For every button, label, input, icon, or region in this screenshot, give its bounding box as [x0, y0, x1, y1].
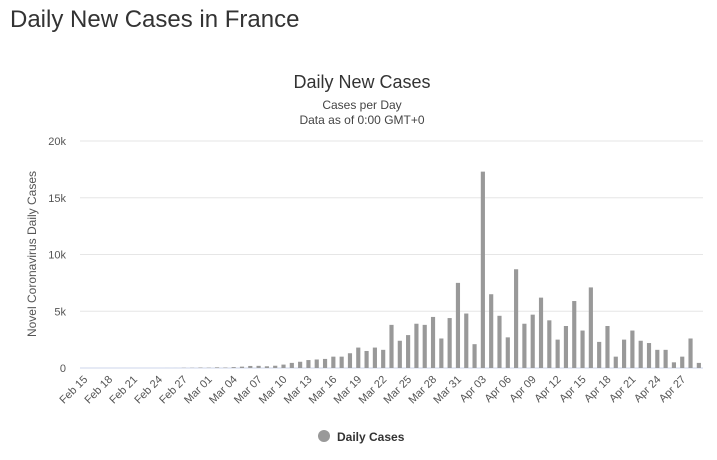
bar-apr-28[interactable]: [688, 338, 693, 368]
bar-mar-23[interactable]: [389, 324, 394, 368]
bar-mar-17[interactable]: [339, 356, 344, 368]
chart-subtitle-2: Data as of 0:00 GMT+0: [299, 113, 424, 127]
y-axis-label: Novel Coronavirus Daily Cases: [25, 171, 39, 337]
bar-mar-05[interactable]: [239, 366, 245, 368]
bar-mar-21[interactable]: [372, 347, 377, 368]
bar-apr-02[interactable]: [472, 344, 477, 368]
bars: [165, 171, 701, 368]
bar-apr-18[interactable]: [605, 326, 610, 368]
bar-apr-29[interactable]: [696, 362, 701, 368]
legend-marker-daily-cases: [318, 430, 330, 442]
bar-apr-21[interactable]: [630, 330, 635, 368]
bar-apr-25[interactable]: [663, 349, 668, 368]
bar-mar-08[interactable]: [264, 366, 269, 368]
bar-apr-23[interactable]: [646, 343, 652, 368]
bar-apr-22[interactable]: [638, 340, 643, 368]
bar-mar-15[interactable]: [322, 358, 328, 368]
x-tick-label: Apr 06: [483, 374, 514, 405]
bar-mar-07[interactable]: [256, 365, 261, 368]
x-tick-label: Apr 12: [532, 374, 563, 405]
y-tick-label: 5k: [54, 306, 66, 318]
bar-apr-16[interactable]: [588, 287, 593, 368]
bar-mar-10[interactable]: [281, 364, 286, 368]
bar-mar-24[interactable]: [397, 340, 402, 368]
bar-mar-20[interactable]: [364, 350, 369, 368]
bar-mar-16[interactable]: [331, 356, 336, 368]
bar-mar-04[interactable]: [231, 367, 236, 368]
chart-title: Daily New Cases: [293, 72, 430, 92]
bar-apr-13[interactable]: [563, 326, 569, 368]
bar-mar-22[interactable]: [381, 349, 386, 368]
y-tick-label: 20k: [48, 136, 66, 148]
bar-mar-11[interactable]: [289, 362, 294, 368]
bar-apr-20[interactable]: [622, 339, 627, 368]
bar-apr-05[interactable]: [497, 315, 502, 368]
legend-label-daily-cases[interactable]: Daily Cases: [337, 430, 405, 444]
bar-mar-27[interactable]: [422, 324, 427, 368]
bar-apr-06[interactable]: [505, 337, 510, 368]
bar-apr-27[interactable]: [680, 356, 685, 368]
x-tick-label: Apr 27: [657, 374, 688, 405]
x-tick-label: Apr 09: [507, 374, 538, 405]
bar-apr-10[interactable]: [538, 297, 544, 368]
bar-apr-04[interactable]: [489, 294, 494, 368]
bar-mar-18[interactable]: [347, 353, 353, 368]
y-tick-labels: 0 5k 10k 15k 20k: [48, 136, 66, 375]
bar-mar-25[interactable]: [406, 335, 411, 368]
x-tick-label: Apr 24: [632, 374, 663, 405]
bar-apr-09[interactable]: [530, 314, 535, 368]
bar-mar-14[interactable]: [314, 359, 319, 368]
chart-subtitle-1: Cases per Day: [322, 98, 401, 112]
bar-apr-11[interactable]: [547, 320, 552, 368]
bar-mar-06[interactable]: [248, 365, 253, 368]
bar-mar-29[interactable]: [439, 338, 444, 368]
bar-apr-26[interactable]: [671, 362, 677, 368]
bar-apr-08[interactable]: [522, 323, 527, 368]
bar-apr-17[interactable]: [597, 341, 602, 368]
bar-mar-02[interactable]: [214, 367, 220, 368]
bar-apr-24[interactable]: [655, 349, 660, 368]
bar-apr-03[interactable]: [480, 171, 485, 368]
bar-mar-26[interactable]: [414, 323, 419, 368]
bar-mar-31[interactable]: [455, 282, 461, 368]
x-tick-label: Apr 18: [582, 374, 613, 405]
bar-apr-14[interactable]: [572, 301, 577, 368]
x-tick-label: Mar 31: [431, 374, 464, 407]
bar-apr-07[interactable]: [514, 269, 519, 368]
bar-mar-09[interactable]: [273, 365, 278, 368]
bar-mar-12[interactable]: [298, 361, 303, 368]
bar-apr-15[interactable]: [580, 330, 585, 368]
x-tick-label: Apr 15: [557, 374, 588, 405]
bar-mar-13[interactable]: [306, 360, 311, 368]
bar-apr-01[interactable]: [464, 313, 469, 368]
bar-mar-28[interactable]: [430, 316, 436, 368]
legend[interactable]: Daily Cases: [318, 430, 405, 444]
x-tick-label: Apr 03: [458, 374, 489, 405]
x-tick-label: Apr 21: [607, 374, 638, 405]
bar-apr-19[interactable]: [613, 356, 618, 368]
bar-mar-30[interactable]: [447, 318, 452, 368]
y-tick-label: 10k: [48, 250, 66, 262]
y-tick-label: 0: [60, 363, 66, 375]
bar-mar-19[interactable]: [356, 347, 361, 368]
y-tick-label: 15k: [48, 193, 66, 205]
bar-apr-12[interactable]: [555, 339, 560, 368]
page-title: Daily New Cases in France: [10, 6, 300, 33]
